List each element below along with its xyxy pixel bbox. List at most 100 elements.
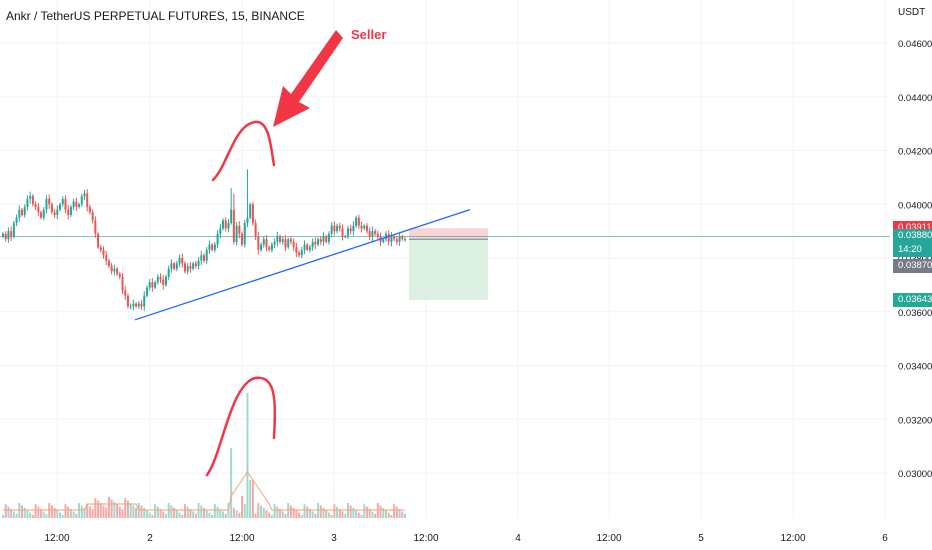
candle-body [21, 209, 24, 215]
volume-bar [72, 511, 75, 518]
candle-body [230, 209, 233, 224]
volume-bar [186, 506, 189, 518]
volume-bar [135, 507, 138, 518]
candle-body [105, 255, 108, 261]
volume-bar [164, 513, 167, 518]
volume-bar [254, 513, 257, 518]
support-trendline[interactable] [134, 209, 471, 321]
candle-body [357, 217, 360, 226]
candle-body [53, 212, 56, 215]
volume-bar [86, 504, 89, 518]
price-tick-label: 0.03200 [898, 415, 932, 426]
volume-bar [270, 515, 273, 518]
annotations [205, 30, 343, 477]
candle-body [183, 263, 186, 272]
candle-body [384, 233, 387, 240]
volume-bar [393, 504, 396, 518]
candle-body [140, 303, 143, 307]
volume-bar [205, 510, 208, 518]
volume-bar [341, 511, 344, 518]
volume-bar [232, 507, 235, 518]
volume-bar [262, 507, 265, 518]
candle-body [23, 206, 26, 215]
candle-body [235, 225, 238, 242]
volume-bar [216, 506, 219, 518]
candle-body [48, 198, 51, 205]
time-tick-label: 12:00 [780, 533, 805, 544]
candle-body [306, 244, 309, 250]
volume-bar [352, 507, 355, 518]
candle-body [156, 276, 159, 283]
volume-bar [59, 512, 62, 518]
chart-title: Ankr / TetherUS PERPETUAL FUTURES, 15, B… [6, 9, 305, 23]
seller-arrow [273, 30, 343, 127]
candle-body [281, 239, 284, 242]
candle-body [376, 233, 379, 237]
volume-bar [251, 480, 254, 518]
candle-body [173, 263, 176, 269]
candle-body [135, 303, 138, 307]
volume-bar [194, 513, 197, 518]
time-tick-label: 12:00 [229, 533, 254, 544]
volume-bar [357, 512, 360, 518]
volume-bar [61, 515, 64, 518]
volume-bar [15, 513, 18, 518]
volume-bar [314, 513, 317, 518]
volume-bar [26, 510, 29, 518]
candle-body [222, 220, 225, 229]
volume-bar [140, 505, 143, 518]
volume-bar [102, 505, 105, 518]
candle-body [113, 268, 116, 272]
volume-bar [118, 506, 121, 518]
volume-bar [88, 506, 91, 518]
volume-bar [322, 507, 325, 518]
volume-bar [162, 511, 165, 518]
volume-bar [156, 506, 159, 518]
volume-bar [382, 507, 385, 518]
volume-bar [363, 504, 366, 518]
candle-body [319, 239, 322, 242]
volume-bar [173, 507, 176, 518]
volume-bar [129, 503, 132, 518]
candle-body [314, 241, 317, 245]
candle-body [45, 198, 48, 210]
volume-bar [257, 503, 260, 518]
volume-bar [327, 512, 330, 518]
candle-body [325, 236, 328, 242]
target-price-label: 0.03643 [893, 293, 932, 308]
candle-body [170, 263, 173, 269]
volume-bar [281, 511, 284, 518]
candle-body [121, 276, 124, 291]
time-tick-label: 2 [147, 533, 153, 544]
time-tick-label: 3 [331, 533, 337, 544]
candle-body [83, 193, 86, 197]
candle-body [216, 233, 219, 245]
volume-bar [284, 513, 287, 518]
volume-bar [371, 511, 374, 518]
volume-bar [7, 506, 10, 518]
candle-body [393, 236, 396, 240]
price-tick-label: 0.04400 [898, 93, 932, 104]
candle-body [99, 247, 102, 250]
price-tick-label: 0.04000 [898, 200, 932, 211]
time-tick-label: 4 [515, 533, 521, 544]
volume-bars [2, 393, 406, 518]
candle-body [200, 255, 203, 261]
candle-body [322, 236, 325, 242]
volume-bar [333, 504, 336, 518]
volume-curve-annotation [205, 376, 277, 477]
volume-bar [42, 511, 45, 518]
candle-body [72, 201, 75, 207]
entry-price-label: 0.03870 [893, 259, 932, 273]
candle-body [292, 241, 295, 248]
volume-bar [379, 505, 382, 518]
candle-body [7, 231, 10, 240]
volume-bar [107, 497, 110, 518]
last-price-label: 0.03880 [893, 229, 932, 243]
candle-body [387, 233, 390, 242]
time-axis[interactable]: 12:00 2 12:00 3 12:00 4 12:00 5 12:00 6 [44, 533, 888, 544]
volume-bar [121, 509, 124, 518]
volume-bar [91, 509, 94, 518]
time-tick-label: 12:00 [413, 533, 438, 544]
